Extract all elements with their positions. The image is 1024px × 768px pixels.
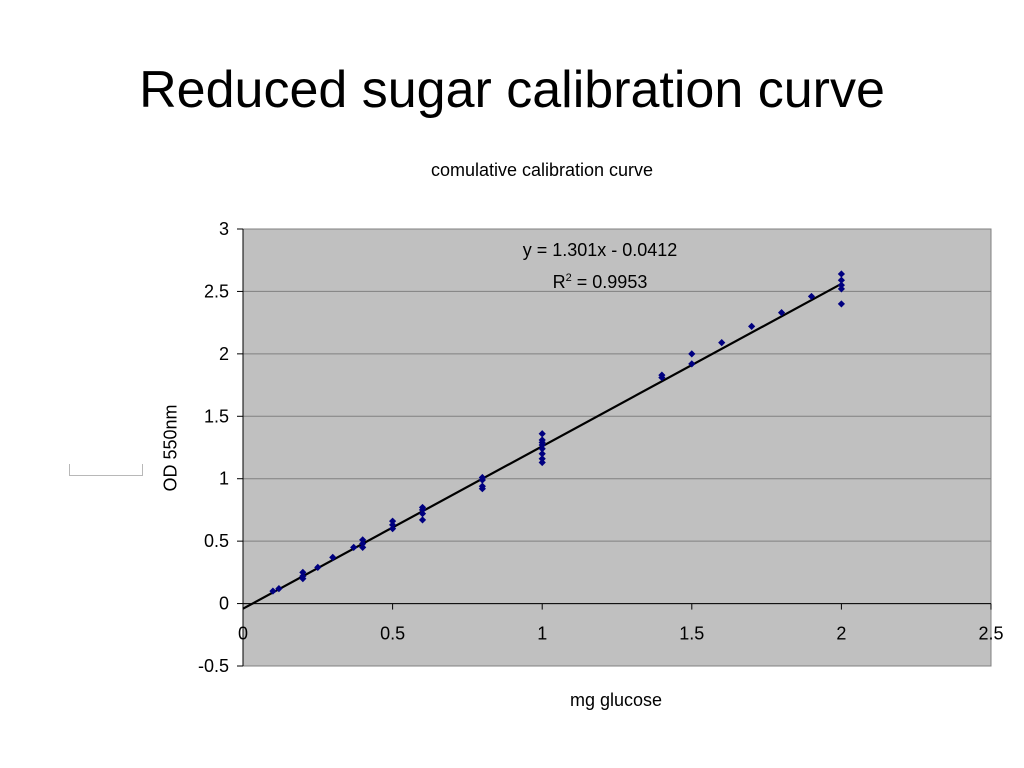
y-tick-label: 0.5 bbox=[204, 531, 229, 551]
data-point bbox=[837, 300, 845, 308]
data-point bbox=[478, 473, 486, 482]
data-point bbox=[538, 450, 546, 458]
data-point bbox=[314, 563, 322, 571]
data-point bbox=[777, 309, 786, 317]
x-tick-label: 2 bbox=[836, 624, 846, 644]
data-point bbox=[389, 525, 397, 533]
trendline-equation-box: y = 1.301x - 0.0412 R2 = 0.9953 bbox=[470, 236, 730, 296]
y-tick-label: -0.5 bbox=[198, 656, 229, 676]
data-point bbox=[350, 543, 358, 551]
data-point bbox=[837, 270, 845, 278]
y-tick-label: 2 bbox=[219, 344, 229, 364]
data-point bbox=[299, 568, 307, 576]
x-tick-label: 2.5 bbox=[978, 624, 1003, 644]
y-tick-label: 1.5 bbox=[204, 406, 229, 426]
data-point bbox=[359, 536, 367, 544]
data-point bbox=[418, 510, 427, 518]
data-point bbox=[418, 503, 427, 512]
x-tick-label: 1 bbox=[537, 624, 547, 644]
plot-area bbox=[242, 228, 992, 667]
data-point bbox=[538, 430, 546, 438]
data-point bbox=[658, 371, 666, 379]
data-point bbox=[275, 584, 283, 593]
x-axis-label: mg glucose bbox=[569, 690, 663, 710]
data-point bbox=[538, 455, 546, 463]
data-point bbox=[359, 540, 367, 548]
data-point bbox=[478, 482, 486, 490]
r-squared-label: R2 = 0.9953 bbox=[552, 272, 648, 292]
data-point bbox=[688, 360, 696, 368]
y-tick-label: 2.5 bbox=[204, 281, 229, 301]
y-tick-label: 3 bbox=[219, 219, 229, 239]
data-point bbox=[748, 322, 756, 330]
data-point bbox=[718, 339, 726, 347]
data-point bbox=[538, 436, 546, 444]
y-tick-label: 0 bbox=[219, 594, 229, 614]
legend-placeholder-box bbox=[69, 464, 143, 476]
data-point bbox=[299, 572, 307, 580]
slide-title: Reduced sugar calibration curve bbox=[139, 61, 885, 119]
data-point bbox=[389, 517, 397, 525]
x-tick-label: 1.5 bbox=[679, 624, 704, 644]
data-point bbox=[269, 587, 277, 595]
data-point bbox=[359, 543, 367, 551]
trendline-equation: y = 1.301x - 0.0412 bbox=[522, 240, 678, 260]
data-point bbox=[538, 458, 546, 467]
data-point bbox=[837, 285, 845, 293]
data-point bbox=[837, 276, 845, 284]
y-tick-label: 1 bbox=[219, 469, 229, 489]
data-point bbox=[329, 553, 337, 561]
data-point bbox=[389, 521, 397, 529]
data-point bbox=[837, 281, 845, 289]
data-point bbox=[538, 445, 546, 453]
data-point bbox=[807, 292, 816, 301]
x-tick-label: 0.5 bbox=[380, 624, 405, 644]
data-point bbox=[418, 516, 427, 524]
data-point bbox=[688, 350, 696, 358]
chart-title: comulative calibration curve bbox=[430, 160, 654, 180]
